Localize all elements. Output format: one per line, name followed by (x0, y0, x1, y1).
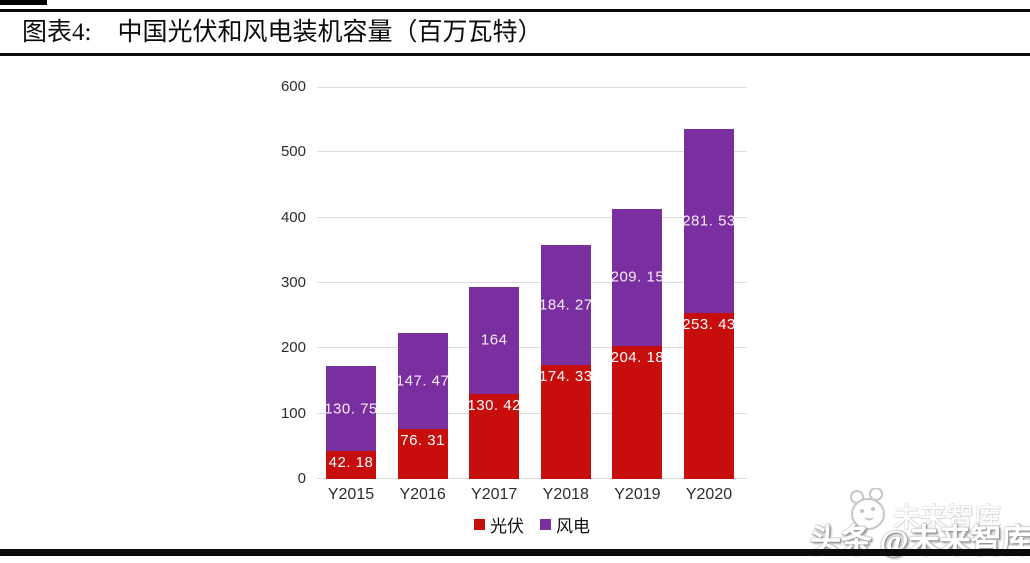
y-axis: 0 100 200 300 400 500 600 (248, 78, 306, 487)
y-tick-label: 400 (280, 208, 306, 226)
bar-segment-wind: 184. 27 (539, 244, 592, 366)
legend-item: 光伏 (474, 512, 524, 537)
bar-value-label: 130. 42 (467, 396, 521, 414)
bar-segment-solar: 76. 31 (397, 429, 448, 479)
bar-segment-wind: 147. 47 (396, 332, 449, 430)
header-rule-top (0, 9, 1030, 12)
gridline (317, 151, 747, 153)
bar-segment-wind: 164 (469, 286, 520, 394)
bar-value-label: 209. 15 (610, 268, 665, 286)
y-tick-label: 500 (280, 143, 306, 161)
panda-face-icon (845, 487, 895, 539)
bar-value-label: 281. 53 (682, 212, 736, 230)
y-tick-label: 300 (280, 274, 306, 291)
figure-title-text: 中国光伏和风电装机容量（百万瓦特） (117, 19, 543, 46)
bar-segment-solar: 204. 18 (611, 345, 664, 479)
figure-title: 图表4: 中国光伏和风电装机容量（百万瓦特） (22, 15, 542, 51)
bar-value-label: 164 (480, 331, 508, 349)
bar-segment-wind: 130. 75 (324, 366, 377, 452)
bar-segment-solar: 253. 43 (682, 313, 735, 479)
x-tick-label: Y2016 (399, 486, 446, 503)
bar-segment-solar: 42. 18 (326, 451, 376, 479)
watermark-ghost: 未来智库 (893, 503, 1001, 533)
gridline (317, 478, 747, 479)
gridline (317, 282, 747, 283)
header-notch (0, 0, 47, 5)
bar-segment-wind: 209. 15 (611, 208, 664, 346)
x-tick-label: Y2017 (471, 486, 518, 503)
legend-label: 光伏 (490, 517, 524, 536)
y-tick-label: 100 (280, 404, 306, 422)
legend-item: 风电 (540, 512, 590, 537)
bar-segment-solar: 130. 42 (467, 393, 520, 479)
gridline (317, 347, 747, 349)
bar-value-label: 42. 18 (328, 454, 374, 472)
bar-value-label: 174. 33 (539, 368, 593, 386)
header-rule-bottom (0, 53, 1030, 56)
bar-value-label: 76. 31 (400, 432, 445, 450)
bar-segment-solar: 174. 33 (539, 365, 592, 479)
plot-area: 42. 18 130. 75 Y2015 76. 31 147. 47 Y2016 130.… (317, 87, 747, 503)
bar-value-label: 184. 27 (539, 296, 593, 314)
bar-value-label: 204. 18 (610, 348, 665, 366)
y-tick-label: 600 (280, 78, 306, 95)
legend-swatch (540, 519, 551, 530)
bar-value-label: 253. 43 (682, 316, 736, 334)
y-tick-label: 0 (297, 470, 306, 487)
bar-segment-wind: 281. 53 (682, 129, 735, 314)
bar-value-label: 147. 47 (395, 372, 450, 390)
bottom-rule (0, 549, 1030, 556)
legend-label: 风电 (556, 517, 590, 536)
gridline (317, 412, 747, 414)
x-tick-label: Y2019 (614, 486, 661, 503)
x-tick-label: Y2018 (542, 486, 589, 503)
gridline (317, 87, 747, 88)
legend: 光伏 风电 (317, 512, 747, 537)
gridline (317, 216, 747, 218)
x-tick-label: Y2020 (685, 486, 733, 503)
bar-value-label: 130. 75 (324, 400, 378, 418)
y-tick-label: 200 (280, 339, 306, 357)
legend-swatch (474, 519, 485, 530)
figure-title-prefix: 图表4: (22, 19, 92, 46)
x-tick-label: Y2015 (327, 486, 375, 503)
